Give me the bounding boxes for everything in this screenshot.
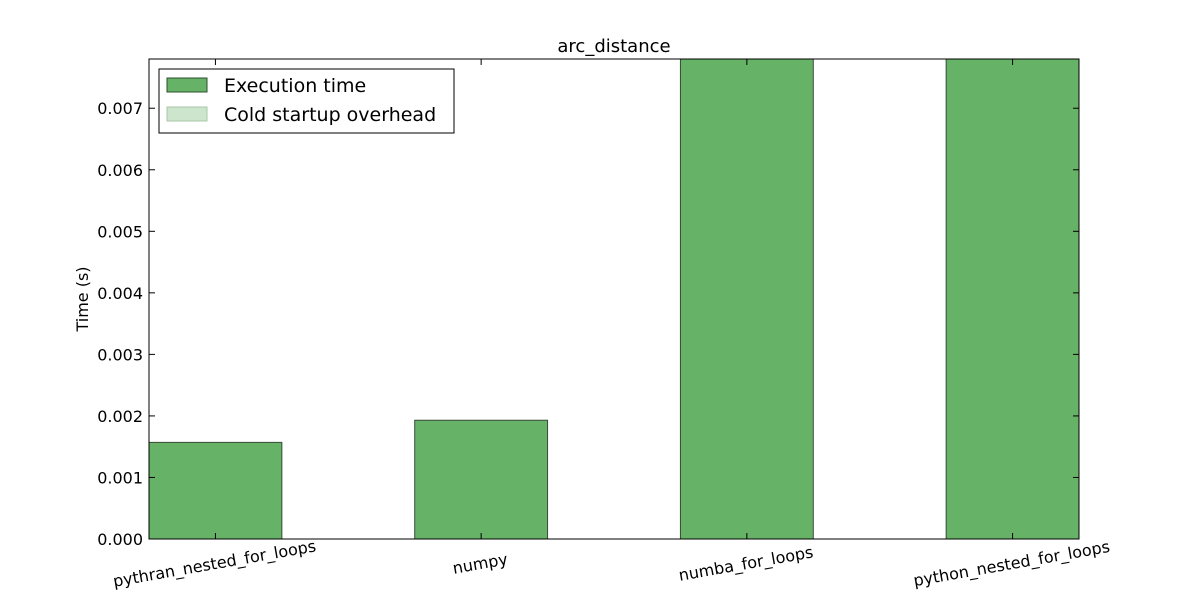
chart-title: arc_distance xyxy=(557,36,670,57)
legend: Execution time Cold startup overhead xyxy=(158,68,455,134)
x-tick-label-numba_for_loops: numba_for_loops xyxy=(677,542,815,585)
x-tick-label-python_nested_for_loops: python_nested_for_loops xyxy=(912,537,1112,591)
y-tick-label: 0.000 xyxy=(97,530,143,549)
bar-numpy-execution-time xyxy=(414,419,549,540)
bar-python_nested_for_loops-execution-time xyxy=(945,58,1080,540)
legend-swatch-cold-startup-overhead xyxy=(166,106,208,122)
y-axis-label: Time (s) xyxy=(73,266,92,332)
y-tick-label: 0.002 xyxy=(97,407,143,426)
legend-box xyxy=(158,68,455,134)
y-tick-label: 0.006 xyxy=(97,161,143,180)
y-tick-label: 0.007 xyxy=(97,99,143,118)
legend-label-execution-time: Execution time xyxy=(224,75,366,97)
y-axis: 0.000 0.001 0.002 0.003 0.004 0.005 0.006 0.007 xyxy=(97,99,1079,549)
y-tick-label: 0.005 xyxy=(97,222,143,241)
y-tick-label: 0.003 xyxy=(97,345,143,364)
x-tick-label-numpy: numpy xyxy=(451,549,509,577)
bar-numba_for_loops-execution-time xyxy=(679,58,814,540)
legend-swatch-execution-time xyxy=(166,77,208,93)
y-tick-label: 0.004 xyxy=(97,284,143,303)
bar-pythran_nested_for_loops-execution-time xyxy=(148,441,283,540)
legend-label-cold-startup-overhead: Cold startup overhead xyxy=(224,104,436,126)
y-tick-label: 0.001 xyxy=(97,468,143,487)
plot-frame xyxy=(148,58,1080,540)
